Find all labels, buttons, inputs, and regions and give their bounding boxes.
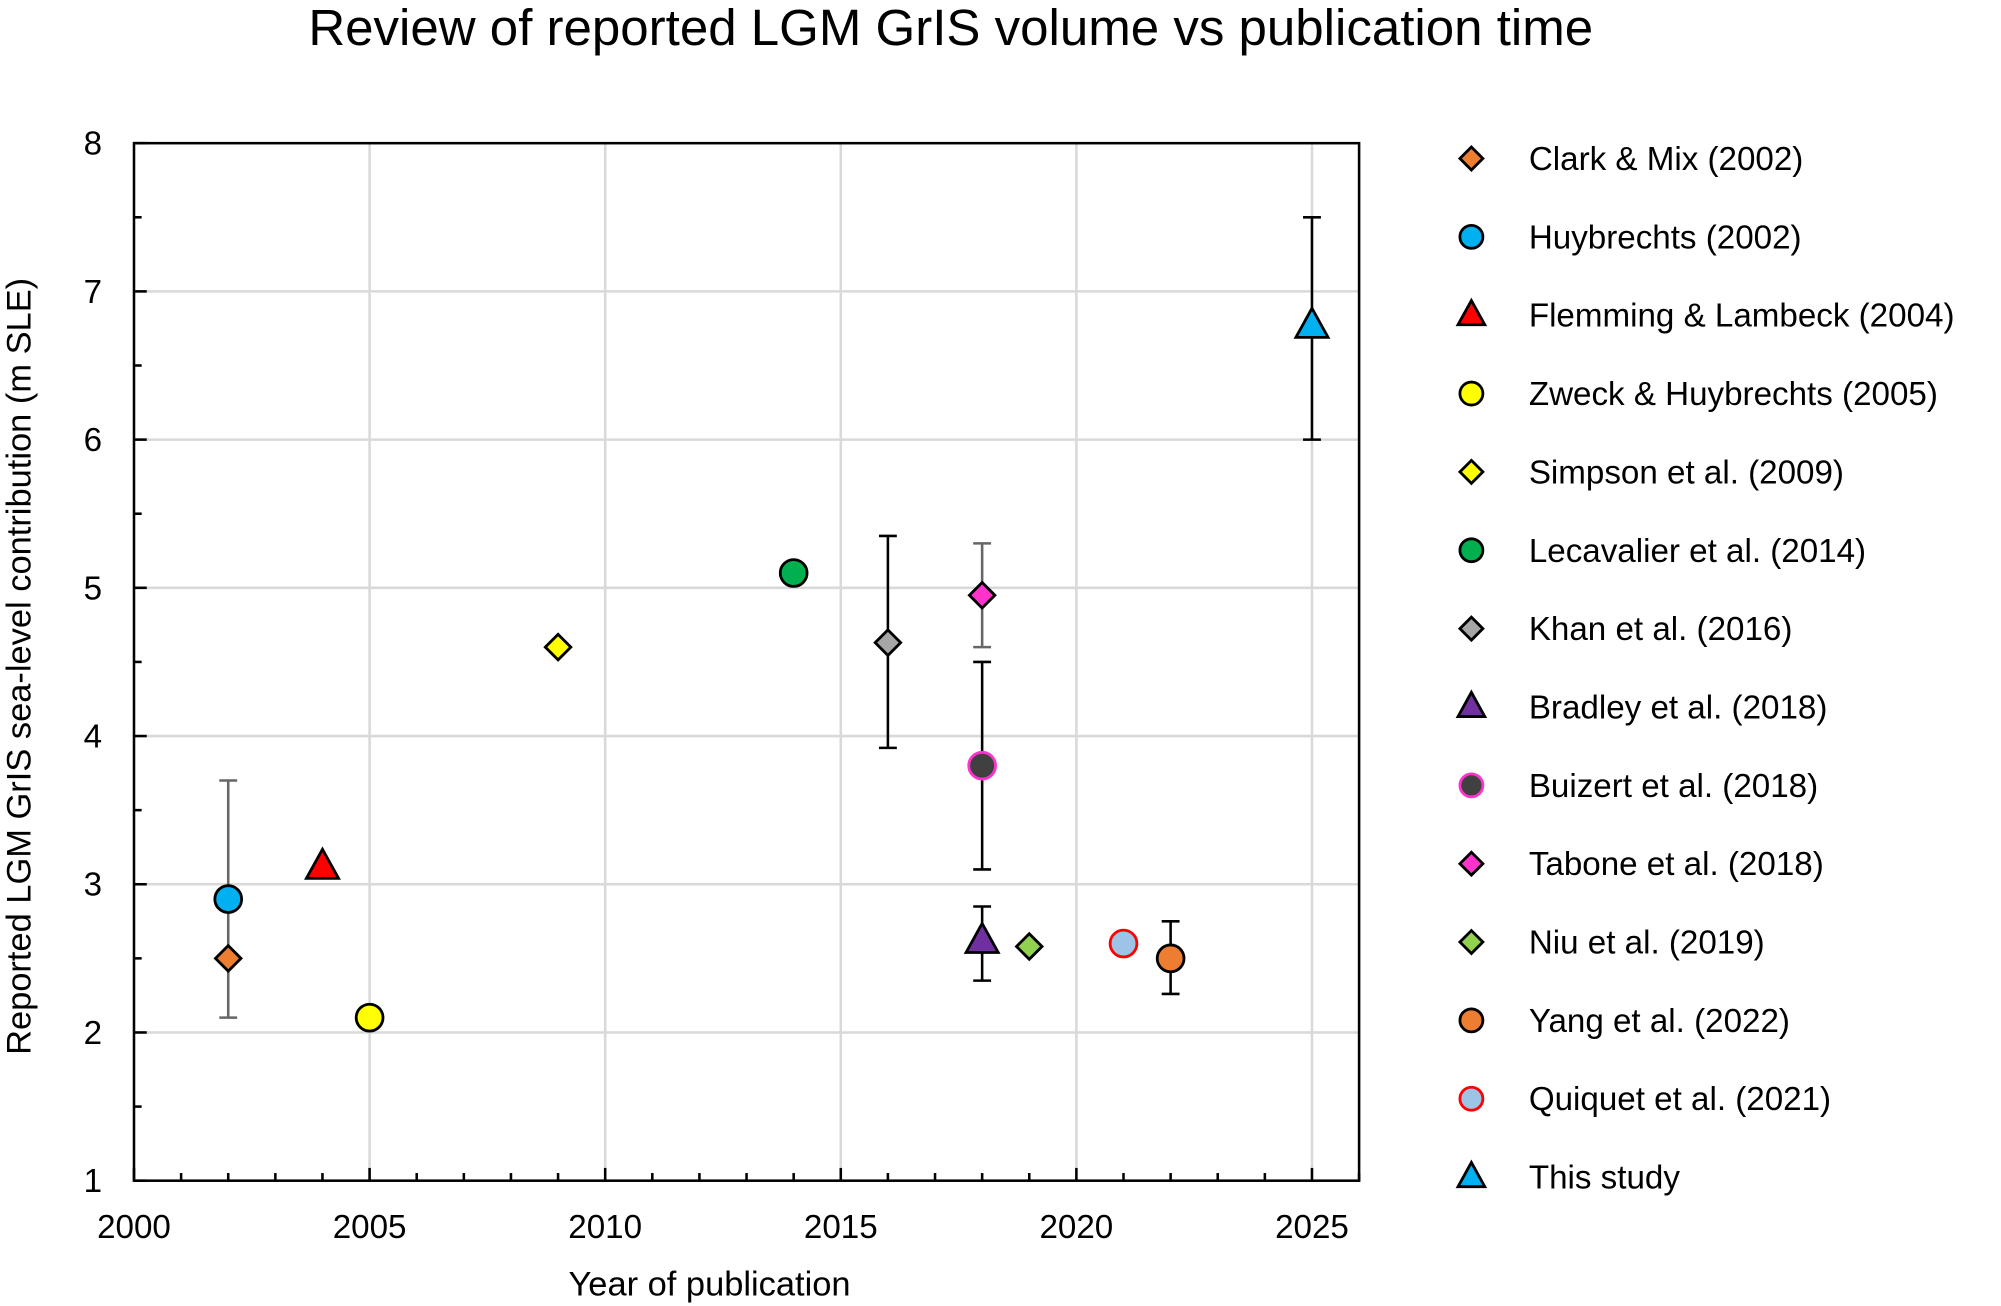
triangle-marker xyxy=(304,846,341,880)
diamond-marker xyxy=(213,943,243,974)
legend-label: Tabone et al. (2018) xyxy=(1529,846,1824,883)
x-tick-label: 2020 xyxy=(1039,1209,1113,1246)
legend-label: Niu et al. (2019) xyxy=(1529,925,1765,962)
circle-marker xyxy=(1458,1085,1485,1112)
circle-marker xyxy=(1458,380,1485,407)
circle-marker xyxy=(778,558,809,588)
x-tick-label: 2025 xyxy=(1275,1209,1349,1246)
y-tick-label: 4 xyxy=(84,719,102,756)
error-bars xyxy=(219,216,1321,1019)
circle-marker xyxy=(354,1002,385,1033)
circle-marker xyxy=(1458,223,1485,250)
triangle-marker xyxy=(1293,305,1331,339)
legend: Clark & Mix (2002) Huybrechts (2002) Flemm… xyxy=(1455,141,1955,1197)
circle-marker xyxy=(1458,1007,1485,1034)
diamond-marker xyxy=(543,632,573,662)
y-tick-label: 2 xyxy=(84,1015,102,1052)
legend-label: This study xyxy=(1529,1160,1681,1197)
diamond-marker xyxy=(967,580,997,610)
x-tick-label: 2000 xyxy=(97,1209,171,1246)
circle-marker xyxy=(1458,772,1485,799)
y-tick-label: 8 xyxy=(84,126,102,163)
legend-label: Quiquet et al. (2021) xyxy=(1529,1081,1831,1118)
triangle-marker xyxy=(1455,1159,1488,1189)
diamond-marker xyxy=(1457,145,1485,172)
legend-label: Clark & Mix (2002) xyxy=(1529,141,1804,178)
circle-marker xyxy=(967,750,997,781)
x-tick-label: 2005 xyxy=(333,1209,407,1246)
legend-label: Zweck & Huybrechts (2005) xyxy=(1529,376,1938,413)
data-points xyxy=(213,305,1331,1033)
legend-label: Lecavalier et al. (2014) xyxy=(1529,533,1866,570)
circle-marker xyxy=(1458,537,1485,564)
circle-marker xyxy=(213,884,244,914)
axis-ticks: 2000 2005 2010 2015 2020 2025 1 2 3 4 5 6 7 8 xyxy=(84,126,1361,1246)
diamond-marker xyxy=(1457,615,1485,643)
diamond-marker xyxy=(1457,458,1485,486)
legend-label: Simpson et al. (2009) xyxy=(1529,454,1844,491)
triangle-marker xyxy=(1455,689,1488,718)
legend-label: Huybrechts (2002) xyxy=(1529,219,1802,256)
grid-lines xyxy=(133,143,1360,1181)
legend-label: Buizert et al. (2018) xyxy=(1529,768,1818,805)
y-axis-label: Reported LGM GrIS sea-level contribution… xyxy=(1,278,39,1055)
x-axis-label: Year of publication xyxy=(568,1266,850,1304)
y-tick-label: 3 xyxy=(84,867,102,904)
plot-area-border xyxy=(132,141,1361,1182)
legend-label: Flemming & Lambeck (2004) xyxy=(1529,298,1955,335)
circle-marker xyxy=(1108,928,1139,959)
triangle-marker xyxy=(1455,297,1488,327)
y-tick-label: 6 xyxy=(84,422,102,459)
y-tick-label: 7 xyxy=(84,274,102,311)
diamond-marker xyxy=(1014,931,1045,962)
x-tick-label: 2010 xyxy=(568,1209,642,1246)
diamond-marker xyxy=(1457,850,1485,878)
diamond-marker xyxy=(1457,928,1485,956)
y-tick-label: 1 xyxy=(84,1163,102,1200)
legend-label: Bradley et al. (2018) xyxy=(1529,689,1828,726)
legend-label: Khan et al. (2016) xyxy=(1529,611,1793,648)
diamond-marker xyxy=(873,627,903,658)
triangle-marker xyxy=(963,920,1001,954)
x-tick-label: 2015 xyxy=(804,1209,878,1246)
circle-marker xyxy=(1155,943,1186,974)
y-tick-label: 5 xyxy=(84,570,102,607)
legend-label: Yang et al. (2022) xyxy=(1529,1003,1790,1040)
chart-title: Review of reported LGM GrIS volume vs pu… xyxy=(308,0,1593,56)
